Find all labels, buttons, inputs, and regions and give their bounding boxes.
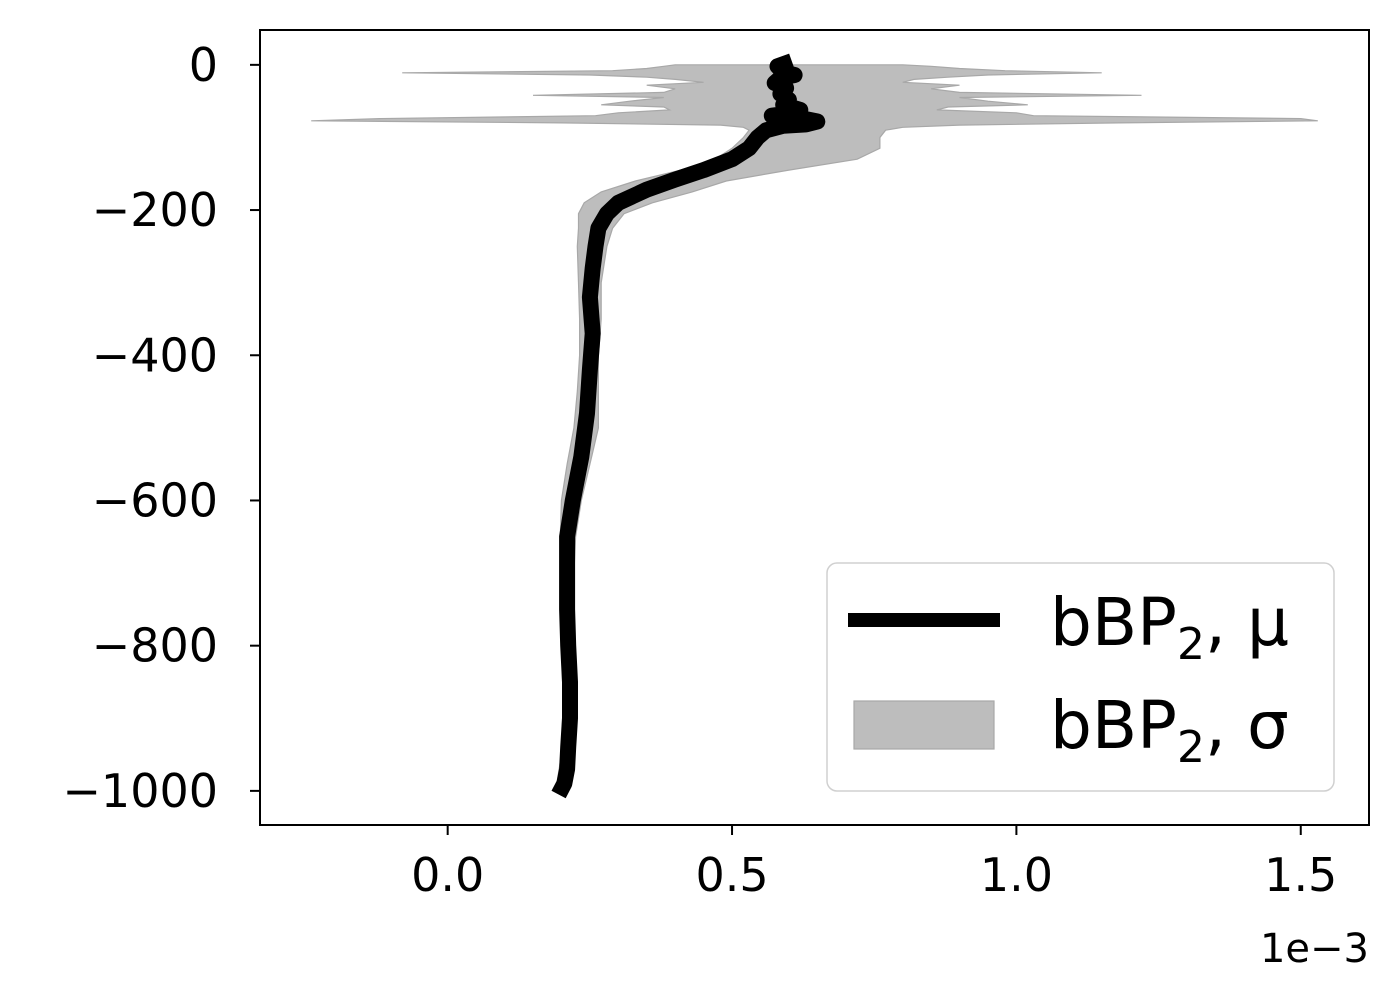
y-tick-label: −400	[92, 328, 218, 382]
x-tick-label: 0.5	[695, 848, 768, 902]
legend-sigma-swatch	[853, 700, 995, 750]
y-tick-label: −600	[92, 473, 218, 527]
y-tick-label: −200	[92, 183, 218, 237]
legend-sigma-name: bBP	[1050, 687, 1177, 764]
series-group	[311, 53, 1318, 799]
x-axis-multiplier: 1e−3	[1260, 926, 1369, 972]
y-tick-label: −1000	[62, 764, 218, 818]
x-tick-label: 0.0	[411, 848, 484, 902]
legend-sigma-label: bBP2, σ	[1050, 687, 1289, 773]
y-tick-label: 0	[189, 38, 218, 92]
legend-sigma-suffix: , σ	[1205, 687, 1289, 764]
legend: bBP2, μ bBP2, σ	[826, 562, 1335, 792]
legend-mean-label: bBP2, μ	[1050, 584, 1289, 670]
legend-mean-suffix: , μ	[1205, 584, 1289, 661]
x-tick-label: 1.0	[980, 848, 1053, 902]
axis-ticks: 0.0 0.5 1.0 1.5 0 −200 −400 −600 −800 −1000	[62, 38, 1337, 902]
x-tick-label: 1.5	[1264, 848, 1337, 902]
legend-mean-name: bBP	[1050, 584, 1177, 661]
plot-area	[311, 53, 1318, 799]
mean-line	[551, 53, 826, 799]
y-tick-label: −800	[92, 619, 218, 673]
legend-mean-subscript: 2	[1177, 619, 1205, 670]
legend-sigma-subscript: 2	[1177, 722, 1205, 773]
axes-frame	[259, 29, 1370, 826]
